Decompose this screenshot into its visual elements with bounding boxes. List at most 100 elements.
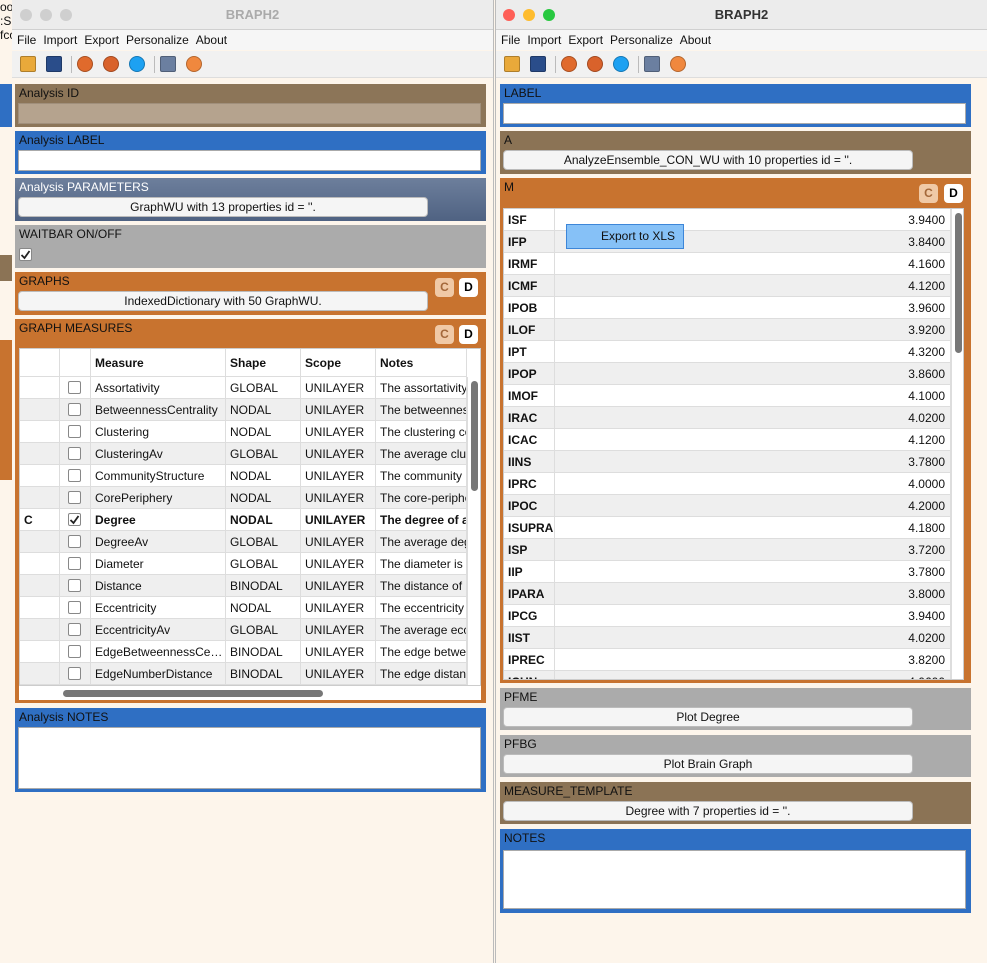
- c-button[interactable]: C: [435, 278, 454, 297]
- table-row[interactable]: DegreeAv GLOBAL UNILAYER The average deg: [20, 531, 467, 553]
- table-row[interactable]: IPOP 3.8600: [504, 363, 951, 385]
- checkbox[interactable]: [68, 535, 81, 548]
- toolbar-icon[interactable]: [504, 56, 520, 72]
- table-row[interactable]: EdgeBetweennessCe… BINODAL UNILAYER The edg…: [20, 641, 467, 663]
- table-row[interactable]: ICUN4.0600: [504, 671, 951, 679]
- checkbox[interactable]: [68, 469, 81, 482]
- table-row[interactable]: Diameter GLOBAL UNILAYER The diameter is: [20, 553, 467, 575]
- menu-item[interactable]: Import: [527, 33, 562, 47]
- table-row[interactable]: EccentricityAv GLOBAL UNILAYER The average …: [20, 619, 467, 641]
- c-button[interactable]: C: [919, 184, 938, 203]
- table-row[interactable]: IPOB 3.9600: [504, 297, 951, 319]
- row-value: 4.0200: [555, 407, 951, 429]
- toolbar-icon[interactable]: [613, 56, 629, 72]
- checkbox[interactable]: [19, 248, 32, 261]
- table-row[interactable]: CorePeriphery NODAL UNILAYER The core-perip…: [20, 487, 467, 509]
- checkbox[interactable]: [68, 645, 81, 658]
- text-field[interactable]: [18, 150, 481, 171]
- checkbox[interactable]: [68, 579, 81, 592]
- table-row[interactable]: Distance BINODAL UNILAYER The distance of: [20, 575, 467, 597]
- d-button[interactable]: D: [459, 278, 478, 297]
- toolbar-icon[interactable]: [186, 56, 202, 72]
- toolbar-icon[interactable]: [644, 56, 660, 72]
- context-menu[interactable]: Export to XLS: [566, 224, 684, 249]
- checkbox[interactable]: [68, 667, 81, 680]
- table-row[interactable]: IIST 4.0200: [504, 627, 951, 649]
- checkbox[interactable]: [68, 381, 81, 394]
- toolbar-icon[interactable]: [561, 56, 577, 72]
- checkbox[interactable]: [68, 425, 81, 438]
- menu-item[interactable]: Personalize: [610, 33, 673, 47]
- table-row[interactable]: IPCG 3.9400: [504, 605, 951, 627]
- table-row[interactable]: IRAC 4.0200: [504, 407, 951, 429]
- v-scroll-thumb[interactable]: [471, 381, 478, 491]
- table-row[interactable]: EdgeNumberDistance BINODAL UNILAYER The edg…: [20, 663, 467, 685]
- table-row[interactable]: Eccentricity NODAL UNILAYER The eccentricit…: [20, 597, 467, 619]
- table-row[interactable]: IPREC 3.8200: [504, 649, 951, 671]
- close-button[interactable]: [20, 9, 32, 21]
- table-row[interactable]: IPRC 4.0000: [504, 473, 951, 495]
- button[interactable]: GraphWU with 13 properties id = ''.: [18, 197, 428, 217]
- h-scroll-thumb[interactable]: [63, 690, 323, 697]
- menu-item[interactable]: About: [679, 33, 712, 47]
- menu-item[interactable]: Export: [568, 33, 604, 47]
- c-button[interactable]: C: [435, 325, 454, 344]
- table-row[interactable]: IRMF 4.1600: [504, 253, 951, 275]
- table-row[interactable]: Clustering NODAL UNILAYER The clustering co: [20, 421, 467, 443]
- toolbar-icon[interactable]: [670, 56, 686, 72]
- menu-item[interactable]: Personalize: [126, 33, 189, 47]
- table-row[interactable]: IPT 4.3200: [504, 341, 951, 363]
- toolbar-icon[interactable]: [20, 56, 36, 72]
- table-row[interactable]: IPARA 3.8000: [504, 583, 951, 605]
- table-row[interactable]: C Degree NODAL UNILAYER The degree of a: [20, 509, 467, 531]
- text-area[interactable]: [18, 727, 481, 789]
- menu-item[interactable]: About: [195, 33, 228, 47]
- table-row[interactable]: IINS 3.7800: [504, 451, 951, 473]
- toolbar-icon[interactable]: [530, 56, 546, 72]
- table-row[interactable]: ClusteringAv GLOBAL UNILAYER The average cl…: [20, 443, 467, 465]
- minimize-button[interactable]: [523, 9, 535, 21]
- text-field[interactable]: [503, 103, 966, 124]
- zoom-button[interactable]: [543, 9, 555, 21]
- button[interactable]: IndexedDictionary with 50 GraphWU.: [18, 291, 428, 311]
- zoom-button[interactable]: [60, 9, 72, 21]
- minimize-button[interactable]: [40, 9, 52, 21]
- button[interactable]: Degree with 7 properties id = ''.: [503, 801, 913, 821]
- toolbar-icon[interactable]: [160, 56, 176, 72]
- checkbox[interactable]: [68, 447, 81, 460]
- table-row[interactable]: IIP 3.7800: [504, 561, 951, 583]
- checkbox[interactable]: [68, 623, 81, 636]
- table-row[interactable]: IPOC 4.2000: [504, 495, 951, 517]
- table-row[interactable]: IMOF 4.1000: [504, 385, 951, 407]
- table-row[interactable]: ICMF 4.1200: [504, 275, 951, 297]
- close-button[interactable]: [503, 9, 515, 21]
- checkbox[interactable]: [68, 403, 81, 416]
- toolbar-icon[interactable]: [46, 56, 62, 72]
- checkbox[interactable]: [68, 557, 81, 570]
- table-row[interactable]: ISUPRA 4.1800: [504, 517, 951, 539]
- v-scroll-thumb[interactable]: [955, 213, 962, 353]
- toolbar-icon[interactable]: [77, 56, 93, 72]
- checkbox[interactable]: [68, 491, 81, 504]
- button[interactable]: AnalyzeEnsemble_CON_WU with 10 propertie…: [503, 150, 913, 170]
- menu-item[interactable]: File: [501, 33, 521, 47]
- table-row[interactable]: BetweennessCentrality NODAL UNILAYER The be…: [20, 399, 467, 421]
- menu-item[interactable]: Import: [43, 33, 78, 47]
- table-row[interactable]: CommunityStructure NODAL UNILAYER The commu…: [20, 465, 467, 487]
- menu-item[interactable]: File: [17, 33, 37, 47]
- d-button[interactable]: D: [944, 184, 963, 203]
- text-area[interactable]: [503, 850, 966, 909]
- table-row[interactable]: ICAC 4.1200: [504, 429, 951, 451]
- toolbar-icon[interactable]: [587, 56, 603, 72]
- toolbar-icon[interactable]: [103, 56, 119, 72]
- table-row[interactable]: ISP 3.7200: [504, 539, 951, 561]
- checkbox[interactable]: [68, 513, 81, 526]
- table-row[interactable]: Assortativity GLOBAL UNILAYER The assortati…: [20, 377, 467, 399]
- menu-item[interactable]: Export: [84, 33, 120, 47]
- checkbox[interactable]: [68, 601, 81, 614]
- button[interactable]: Plot Brain Graph: [503, 754, 913, 774]
- table-row[interactable]: ILOF 3.9200: [504, 319, 951, 341]
- toolbar-icon[interactable]: [129, 56, 145, 72]
- button[interactable]: Plot Degree: [503, 707, 913, 727]
- d-button[interactable]: D: [459, 325, 478, 344]
